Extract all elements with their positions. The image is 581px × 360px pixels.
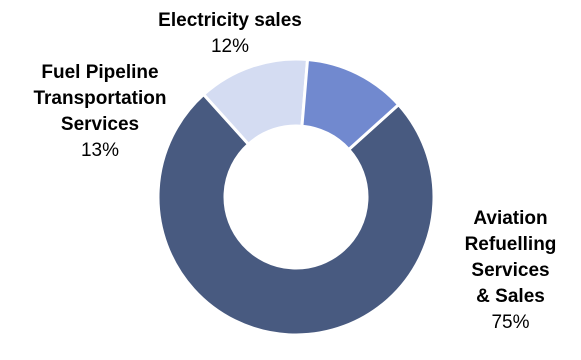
slice-name-aviation-line-2: Refuelling <box>464 234 557 255</box>
slice-label-fuel-pipeline: Fuel Pipeline Transportation Services 13… <box>0 60 200 164</box>
slice-aviation <box>156 92 436 337</box>
slice-value-aviation: 75% <box>491 312 530 333</box>
slice-name-aviation-line-1: Aviation <box>473 208 548 229</box>
donut-slices <box>156 57 436 337</box>
slice-name-fuel-pipeline-line-2: Transportation <box>33 88 167 109</box>
slice-name-aviation-line-3: Services <box>471 260 550 281</box>
slice-name-aviation-line-4: & Sales <box>476 286 545 307</box>
slice-label-aviation: Aviation Refuelling Services & Sales 75% <box>440 206 581 336</box>
slice-value-fuel-pipeline: 13% <box>80 140 120 161</box>
slice-name-electricity: Electricity sales <box>158 10 302 31</box>
slice-value-electricity: 12% <box>210 36 250 57</box>
slice-label-electricity: Electricity sales 12% <box>130 8 330 60</box>
slice-name-fuel-pipeline-line-1: Fuel Pipeline <box>41 62 159 83</box>
slice-name-fuel-pipeline-line-3: Services <box>60 114 140 135</box>
slice-electricity <box>300 57 401 152</box>
